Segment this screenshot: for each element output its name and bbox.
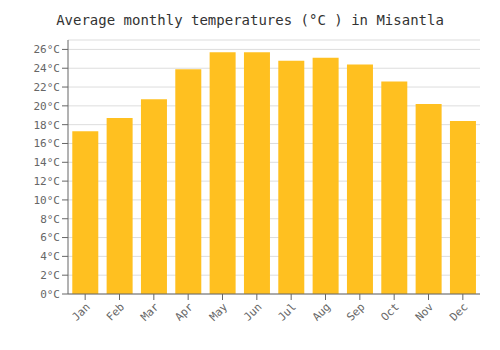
svg-text:10°C: 10°C	[34, 194, 61, 207]
svg-text:Jan: Jan	[70, 300, 93, 323]
svg-text:Apr: Apr	[173, 300, 197, 324]
svg-text:14°C: 14°C	[34, 156, 61, 169]
svg-text:26°C: 26°C	[34, 43, 61, 56]
svg-text:8°C: 8°C	[40, 213, 60, 226]
svg-text:Nov: Nov	[413, 300, 437, 324]
svg-text:Dec: Dec	[447, 300, 470, 323]
svg-text:20°C: 20°C	[34, 100, 61, 113]
svg-text:Feb: Feb	[104, 300, 127, 323]
svg-text:12°C: 12°C	[34, 175, 61, 188]
svg-text:6°C: 6°C	[40, 231, 60, 244]
html-text:Average monthly temperatures (: Average monthly temperatures (°C ) in Mi…	[56, 12, 444, 28]
svg-text:18°C: 18°C	[34, 119, 61, 132]
svg-text:24°C: 24°C	[34, 62, 61, 75]
svg-text:Aug: Aug	[310, 300, 333, 323]
svg-text:22°C: 22°C	[34, 81, 61, 94]
svg-text:Jun: Jun	[241, 300, 264, 323]
svg-text:4°C: 4°C	[40, 250, 60, 263]
svg-text:Mar: Mar	[138, 300, 162, 324]
svg-text:Sep: Sep	[344, 300, 367, 323]
svg-text:2°C: 2°C	[40, 269, 60, 282]
svg-text:Jul: Jul	[276, 300, 299, 323]
svg-text:Oct: Oct	[379, 300, 402, 323]
svg-text:May: May	[207, 300, 231, 324]
svg-text:16°C: 16°C	[34, 137, 61, 150]
svg-text:0°C: 0°C	[40, 288, 60, 301]
